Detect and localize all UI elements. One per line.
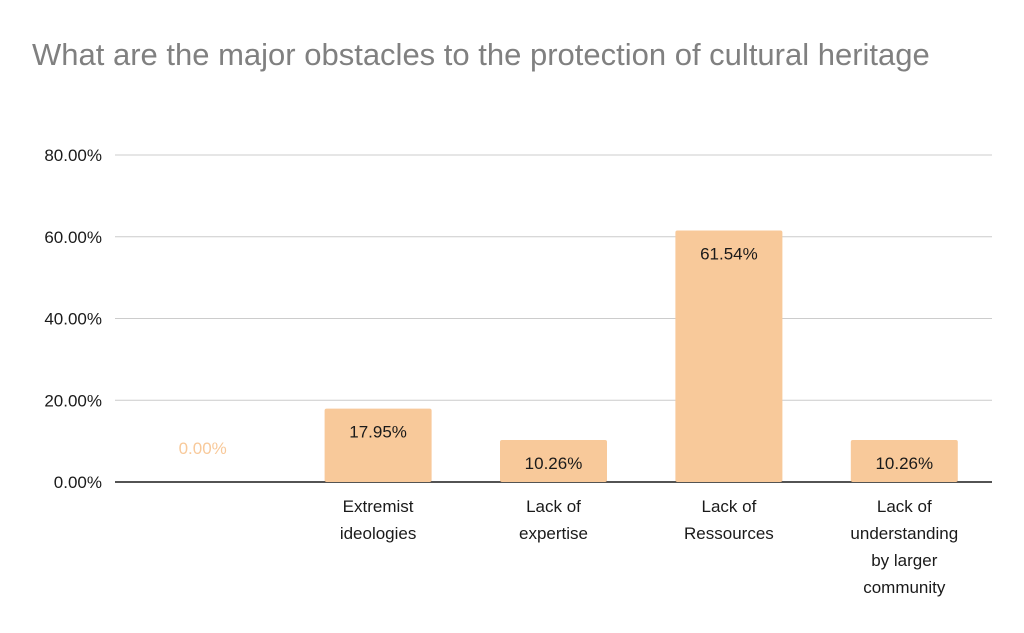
y-tick-label: 0.00% (54, 473, 102, 492)
data-label: 61.54% (700, 244, 758, 263)
y-tick-label: 80.00% (44, 146, 102, 165)
data-label: 10.26% (875, 454, 933, 473)
category-label: Lack of (526, 497, 581, 516)
x-axis-categories: Extremist ideologies Lack of expertise Lack … (340, 497, 958, 597)
category-label: ideologies (340, 524, 417, 543)
category-label: Extremist (343, 497, 414, 516)
data-label: 17.95% (349, 423, 407, 442)
category-label: Lack of (701, 497, 756, 516)
y-tick-label: 20.00% (44, 391, 102, 410)
bar (850, 440, 958, 482)
data-label: 0.00% (179, 439, 227, 458)
y-axis-ticks: 0.00% 20.00% 40.00% 60.00% 80.00% (44, 146, 102, 492)
data-labels: 0.00% 17.95% 10.26% 61.54% 10.26% (179, 244, 934, 473)
category-label: by larger (871, 551, 937, 570)
chart-title: What are the major obstacles to the prot… (32, 37, 930, 72)
bar (324, 408, 432, 482)
data-label: 10.26% (525, 454, 583, 473)
bar (500, 440, 607, 482)
category-label: Lack of (877, 497, 932, 516)
bars (324, 230, 958, 482)
category-label: Ressources (684, 524, 774, 543)
category-label: community (863, 578, 946, 597)
y-tick-label: 60.00% (44, 228, 102, 247)
category-label: understanding (850, 524, 958, 543)
bar (675, 230, 783, 482)
y-tick-label: 40.00% (44, 310, 102, 329)
category-label: expertise (519, 524, 588, 543)
gridlines (115, 154, 992, 483)
